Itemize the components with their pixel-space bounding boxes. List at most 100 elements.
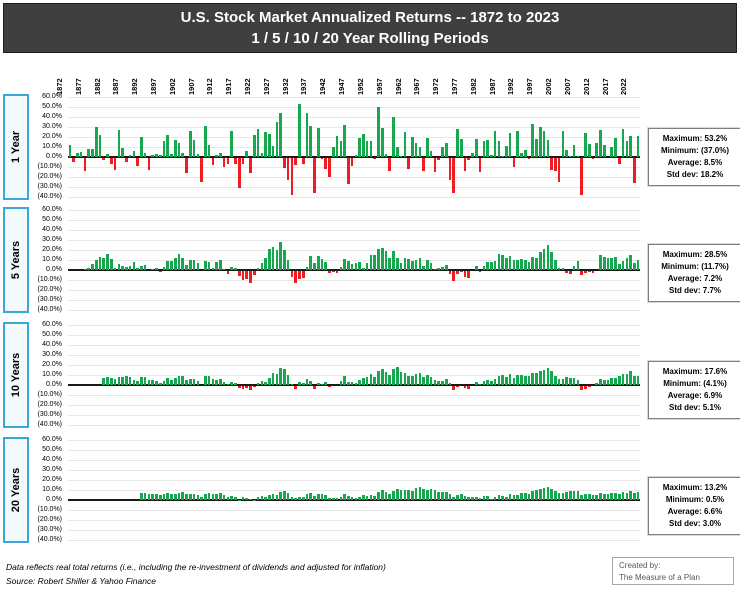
return-bar — [324, 262, 328, 270]
gridline — [68, 187, 640, 188]
return-bar — [79, 152, 83, 157]
year-tick-label: 1997 — [525, 78, 535, 95]
return-bar — [143, 377, 147, 385]
return-bar — [189, 260, 192, 270]
y-tick-label: (40.0%) — [37, 421, 62, 428]
return-bar — [448, 271, 452, 274]
return-bar — [429, 377, 433, 385]
y-axis-labels: 60.0% 50.0% 40.0% 30.0% 20.0% 10.0% 0.0% (10.0%… — [28, 206, 64, 313]
return-bar — [407, 376, 410, 385]
return-bar — [324, 382, 328, 385]
return-bar — [173, 494, 177, 500]
return-bar — [335, 136, 339, 157]
return-bar — [618, 376, 621, 385]
return-bar — [343, 125, 346, 157]
stats-line: Std dev: 3.0% — [668, 519, 721, 528]
y-tick-label: 40.0% — [42, 113, 62, 120]
return-bar — [279, 492, 282, 500]
y-tick-label: 60.0% — [42, 436, 62, 443]
return-bar — [313, 158, 316, 193]
return-bar — [313, 263, 316, 270]
return-bar — [505, 146, 508, 157]
return-bar — [527, 158, 531, 159]
return-bar — [83, 158, 87, 171]
return-bar — [535, 490, 538, 500]
return-bar — [365, 263, 369, 270]
return-bar — [437, 381, 440, 385]
return-bar — [516, 260, 519, 270]
stats-line: Maximum: 17.6% — [662, 367, 728, 376]
return-bar — [444, 379, 448, 385]
gridline — [68, 137, 640, 138]
return-bar — [136, 268, 139, 270]
year-tick-label: 1912 — [205, 78, 215, 95]
return-bar — [83, 269, 87, 270]
return-bar — [260, 153, 264, 157]
gridline — [68, 260, 640, 261]
return-bar — [320, 158, 324, 159]
return-bar — [222, 158, 226, 167]
return-bar — [497, 141, 501, 157]
return-bar — [633, 263, 636, 270]
return-bar — [463, 386, 467, 388]
return-bar — [358, 497, 361, 500]
gridline — [68, 117, 640, 118]
return-bar — [478, 384, 482, 385]
return-bar — [384, 492, 388, 500]
return-bar — [143, 153, 147, 157]
created-by-box: Created by: The Measure of a Plan — [612, 557, 734, 585]
return-bar — [117, 377, 121, 385]
return-bar — [377, 492, 380, 500]
return-bar — [580, 386, 583, 390]
return-bar — [561, 379, 565, 385]
return-bar — [316, 383, 320, 385]
y-tick-label: 50.0% — [42, 446, 62, 453]
return-bar — [505, 258, 508, 270]
return-bar — [505, 497, 508, 500]
return-bar — [452, 271, 456, 281]
return-bar — [279, 113, 282, 157]
return-bar — [252, 135, 256, 157]
return-bar — [554, 491, 557, 500]
return-bar — [384, 372, 388, 385]
return-bar — [369, 141, 373, 157]
return-bar — [109, 158, 113, 164]
y-tick-label: 40.0% — [42, 226, 62, 233]
return-bar — [621, 492, 625, 500]
stats-line: Std dev: 7.7% — [668, 286, 721, 295]
return-bar — [234, 158, 237, 164]
plot-area-1-year — [68, 97, 640, 198]
return-bar — [497, 495, 501, 500]
return-bar — [222, 495, 226, 500]
return-bar — [418, 258, 422, 270]
zero-axis-line — [68, 499, 640, 501]
return-bar — [151, 494, 154, 500]
return-bar — [275, 122, 279, 157]
return-bar — [113, 379, 117, 385]
return-bar — [170, 380, 173, 385]
return-bar — [177, 493, 181, 500]
return-bar — [204, 494, 207, 500]
return-bar — [87, 149, 90, 157]
return-bar — [584, 271, 587, 273]
year-tick-label: 2022 — [619, 78, 629, 95]
y-tick-label: 50.0% — [42, 216, 62, 223]
created-by-label: Created by: — [619, 561, 661, 570]
y-tick-label: (20.0%) — [37, 401, 62, 408]
return-bar — [535, 139, 538, 157]
y-tick-label: 20.0% — [42, 246, 62, 253]
return-bar — [106, 254, 109, 270]
return-bar — [614, 378, 617, 385]
return-bar — [392, 251, 395, 270]
y-tick-label: 10.0% — [42, 486, 62, 493]
return-bar — [192, 260, 196, 270]
return-bar — [204, 261, 207, 270]
return-bar — [625, 258, 629, 270]
return-bar — [395, 367, 399, 385]
return-bar — [606, 494, 610, 500]
return-bar — [546, 140, 550, 157]
return-bar — [422, 266, 425, 270]
gridline — [68, 107, 640, 108]
return-bar — [599, 379, 602, 385]
return-bar — [452, 497, 456, 500]
